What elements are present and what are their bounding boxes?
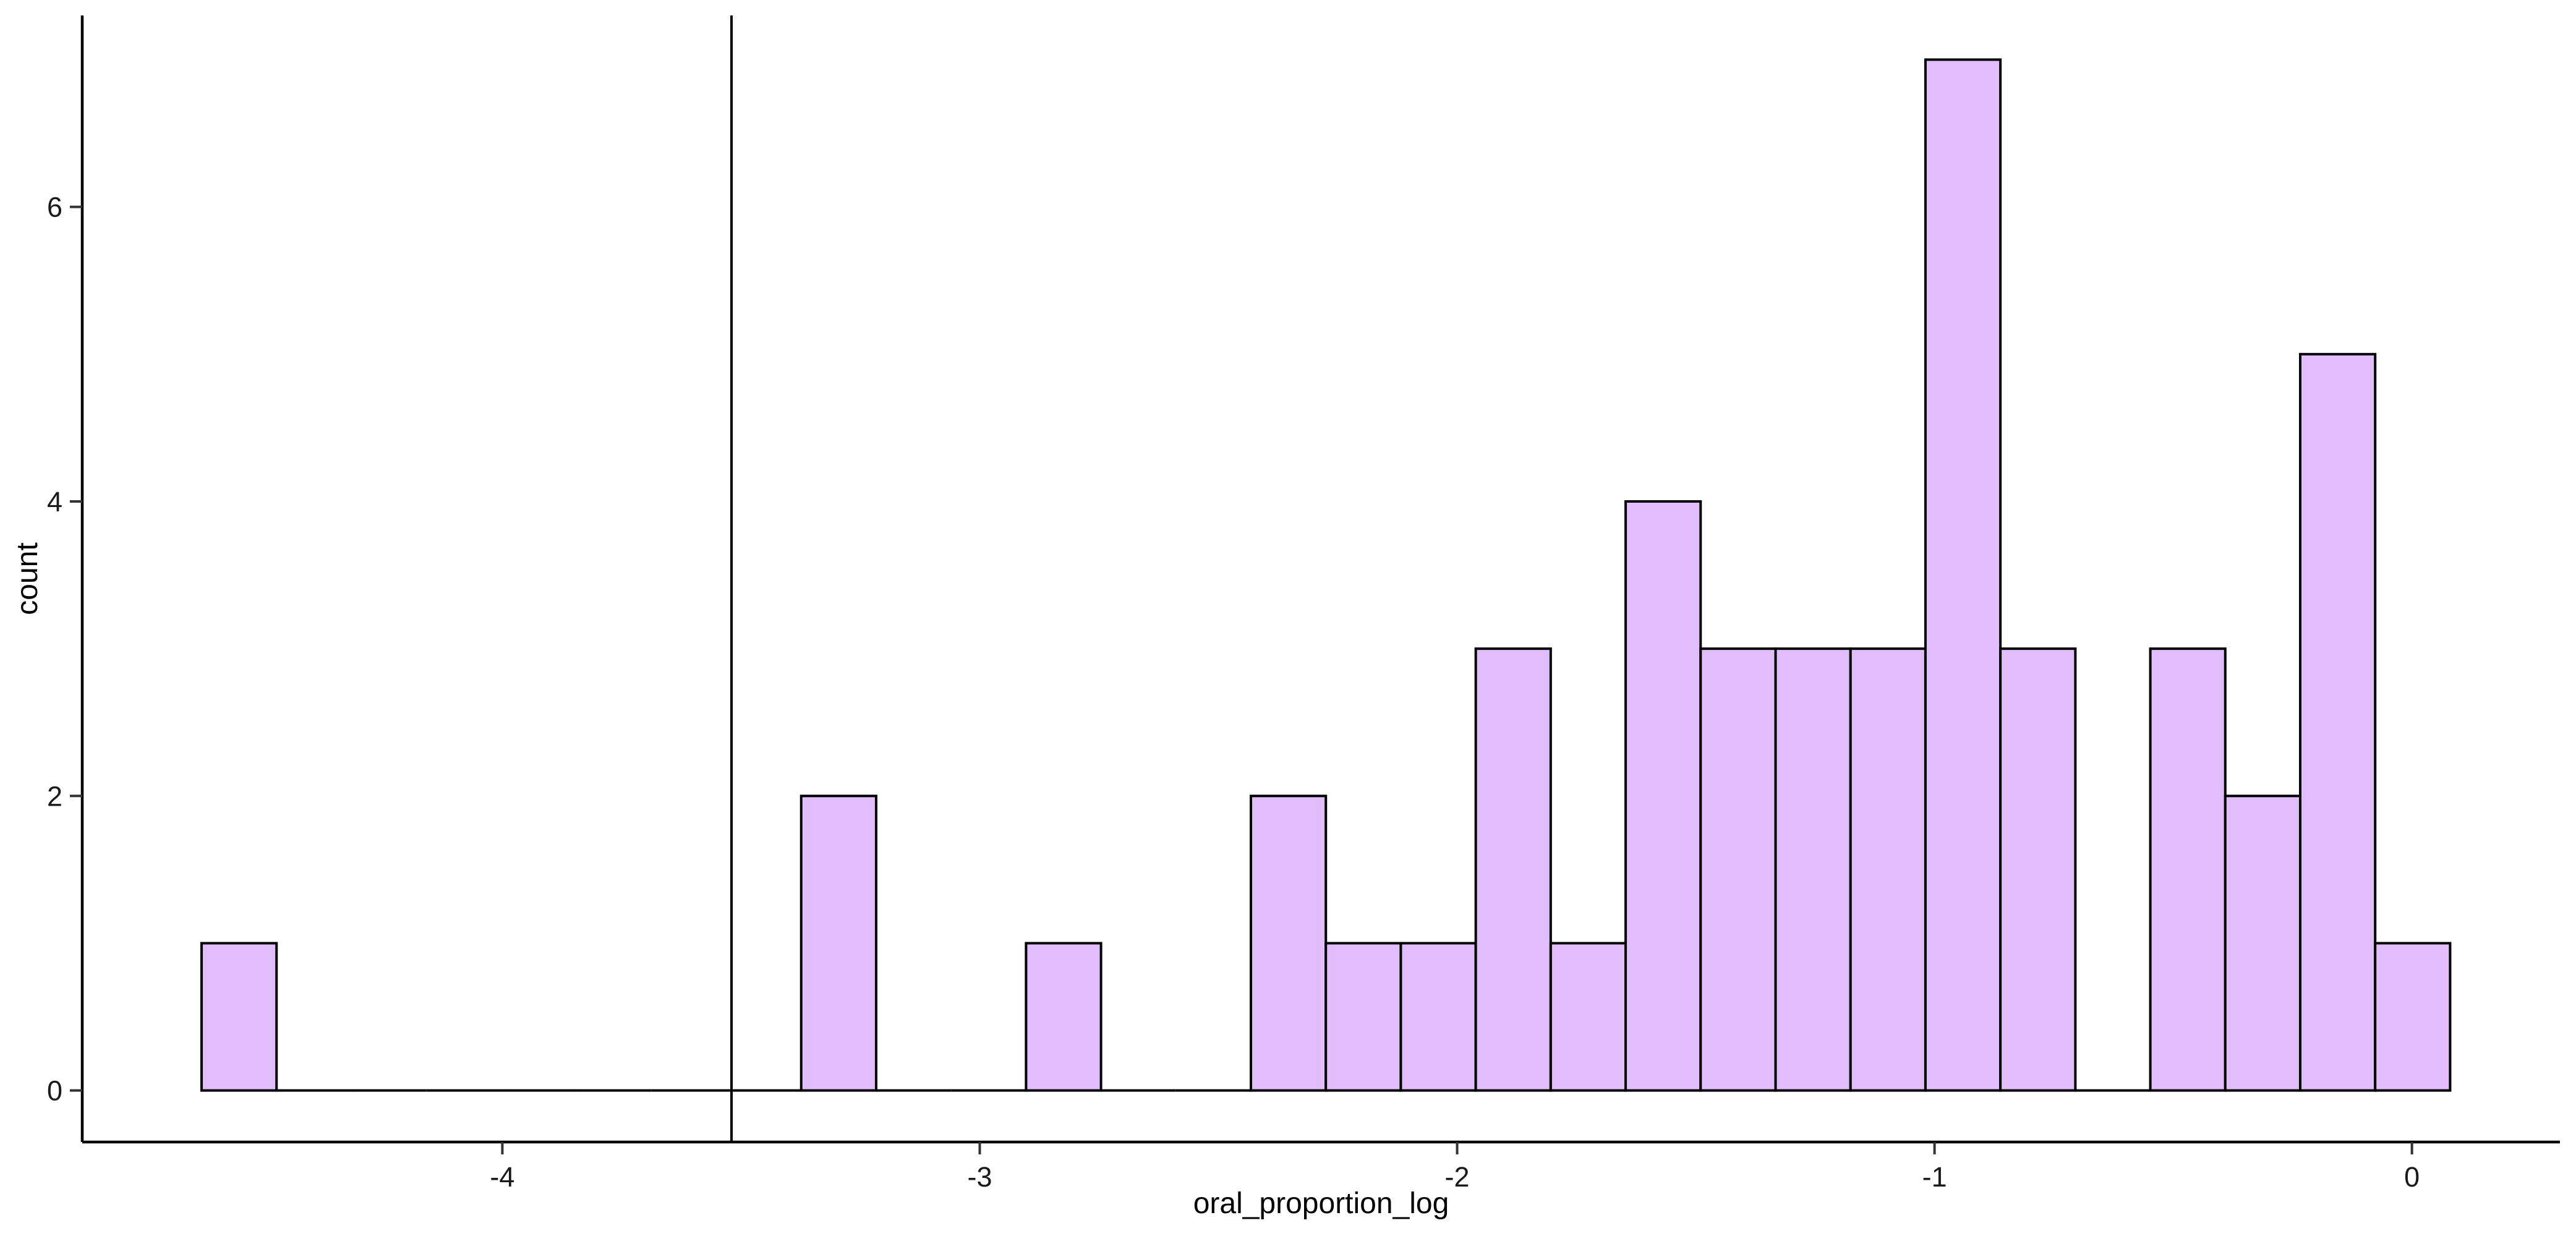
histogram-bar <box>1250 795 1328 1092</box>
x-axis-ticks: -4 -3 -2 -1 0 <box>490 1142 2420 1193</box>
y-tick-label: 4 <box>47 486 62 518</box>
y-tick-label: 6 <box>47 192 62 223</box>
histogram-bar <box>2224 795 2301 1092</box>
histogram-bar <box>2149 647 2227 1092</box>
histogram-bar <box>1624 500 1702 1092</box>
x-tick-label: 0 <box>2404 1161 2420 1193</box>
x-tick-label: -2 <box>1445 1161 1470 1193</box>
histogram-bar <box>2374 942 2452 1092</box>
y-tick-label: 0 <box>47 1075 62 1107</box>
axes <box>80 15 2560 1144</box>
x-tick-label: -1 <box>1922 1161 1947 1193</box>
histogram-bars <box>200 58 2452 1092</box>
x-axis-title: oral_proportion_log <box>1193 1187 1449 1220</box>
y-tick-label: 2 <box>47 780 62 812</box>
x-tick-label: -3 <box>967 1161 992 1193</box>
histogram-bar <box>1324 942 1402 1092</box>
histogram-bar <box>1399 942 1477 1092</box>
y-axis-title: count <box>11 542 44 615</box>
histogram-bar <box>1699 647 1777 1092</box>
histogram-bar <box>1549 942 1627 1092</box>
histogram-bar <box>800 795 877 1092</box>
histogram-bar <box>1999 647 2077 1092</box>
y-axis-ticks: 0 2 4 6 <box>47 192 82 1107</box>
histogram-bar <box>2298 352 2377 1092</box>
histogram-bar <box>200 942 278 1092</box>
x-tick-label: -4 <box>490 1161 514 1193</box>
histogram-bar <box>1025 942 1102 1092</box>
histogram-bar <box>1924 58 2002 1092</box>
histogram-bar <box>1774 647 1852 1092</box>
histogram-bar <box>1474 647 1552 1092</box>
histogram-bar <box>1849 647 1927 1092</box>
